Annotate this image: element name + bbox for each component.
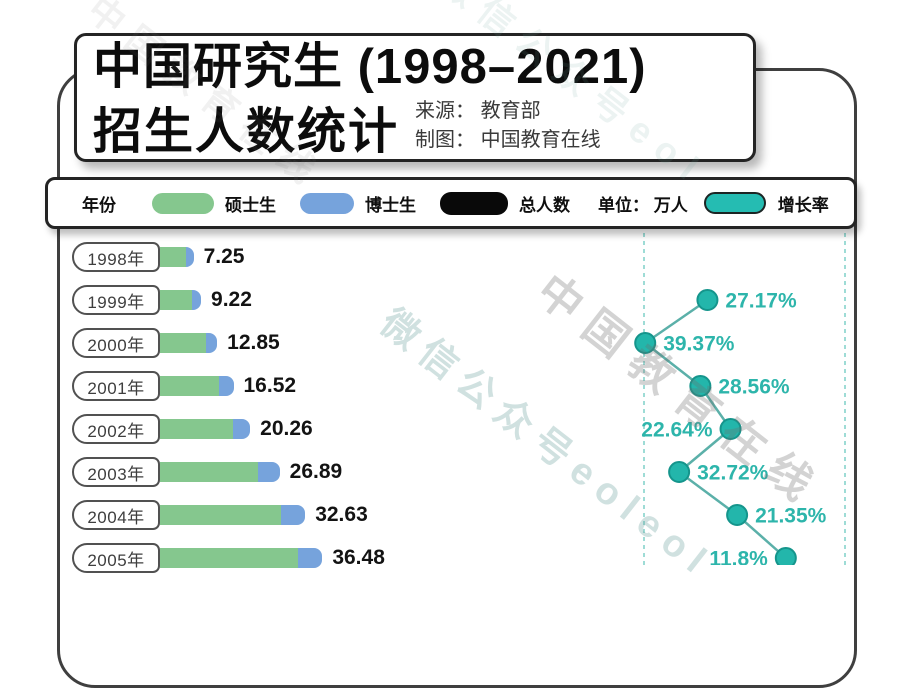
year-pill: 2001年 <box>72 371 160 401</box>
master-bar-segment <box>160 247 186 267</box>
doctor-bar-segment <box>185 247 194 267</box>
gridline-0pct <box>844 233 846 565</box>
legend-total-swatch <box>440 191 508 215</box>
master-bar-segment <box>160 505 282 525</box>
source-label: 来源： 教育部 <box>415 100 541 122</box>
year-row-2002: 2002年 20.26 <box>0 414 900 444</box>
doctor-bar-segment <box>219 376 234 396</box>
year-pill: 2002年 <box>72 414 160 444</box>
master-bar-segment <box>160 462 258 482</box>
doctor-bar-segment <box>233 419 251 439</box>
doctor-bar-segment <box>257 462 280 482</box>
master-bar-segment <box>160 290 193 310</box>
doctor-bar-segment <box>192 290 202 310</box>
legend-doctor-label: 博士生 <box>365 195 416 215</box>
legend-master-swatch <box>152 192 214 214</box>
year-pill: 2004年 <box>72 500 160 530</box>
total-value-label: 16.52 <box>243 374 297 397</box>
total-value-label: 26.89 <box>289 460 343 483</box>
master-bar-segment <box>160 419 234 439</box>
year-pill: 2005年 <box>72 543 160 573</box>
legend-growth-label: 增长率 <box>777 195 829 215</box>
legend-master-label: 硕士生 <box>225 195 276 215</box>
year-row-1998: 1998年 7.25 <box>0 242 900 272</box>
doctor-bar-segment <box>297 548 323 568</box>
year-row-2005: 2005年 36.48 <box>0 543 900 573</box>
year-pill: 2000年 <box>72 328 160 358</box>
doctor-bar-segment <box>206 333 218 353</box>
title-card: 中国研究生 (1998–2021) 招生人数统计 来源： 教育部 制图： 中国教… <box>74 33 756 162</box>
year-row-2003: 2003年 26.89 <box>0 457 900 487</box>
total-value-label: 12.85 <box>227 331 280 354</box>
credit-label: 制图： 中国教育在线 <box>415 129 601 151</box>
year-pill: 2003年 <box>72 457 160 487</box>
year-row-2000: 2000年 12.85 <box>0 328 900 358</box>
legend-total-label: 总人数 <box>519 195 570 215</box>
title-meta: 来源： 教育部 制图： 中国教育在线 <box>415 97 601 162</box>
master-bar-segment <box>160 333 206 353</box>
master-bar-segment <box>160 548 298 568</box>
doctor-bar-segment <box>281 505 306 525</box>
total-value-label: 36.48 <box>332 546 385 569</box>
legend-year-label: 年份 <box>82 195 116 215</box>
legend-growth-swatch <box>703 192 766 214</box>
page-title-line2: 招生人数统计 <box>93 105 400 159</box>
year-pill: 1998年 <box>72 242 160 272</box>
year-pill: 1999年 <box>72 285 160 315</box>
total-value-label: 20.26 <box>260 417 313 440</box>
total-value-label: 9.22 <box>211 288 252 311</box>
year-row-2004: 2004年 32.63 <box>0 500 900 530</box>
legend-doctor-swatch <box>300 192 354 214</box>
page-title-line1: 中国研究生 (1998–2021) <box>93 40 647 94</box>
master-bar-segment <box>160 376 220 396</box>
legend-unit-label: 单位： 万人 <box>598 195 688 215</box>
year-row-2001: 2001年 16.52 <box>0 371 900 401</box>
total-value-label: 7.25 <box>203 245 245 268</box>
total-value-label: 32.63 <box>315 503 368 526</box>
year-row-1999: 1999年 9.22 <box>0 285 900 315</box>
legend-bar: 年份 硕士生 博士生 总人数 单位： 万人 增长率 <box>45 177 857 229</box>
